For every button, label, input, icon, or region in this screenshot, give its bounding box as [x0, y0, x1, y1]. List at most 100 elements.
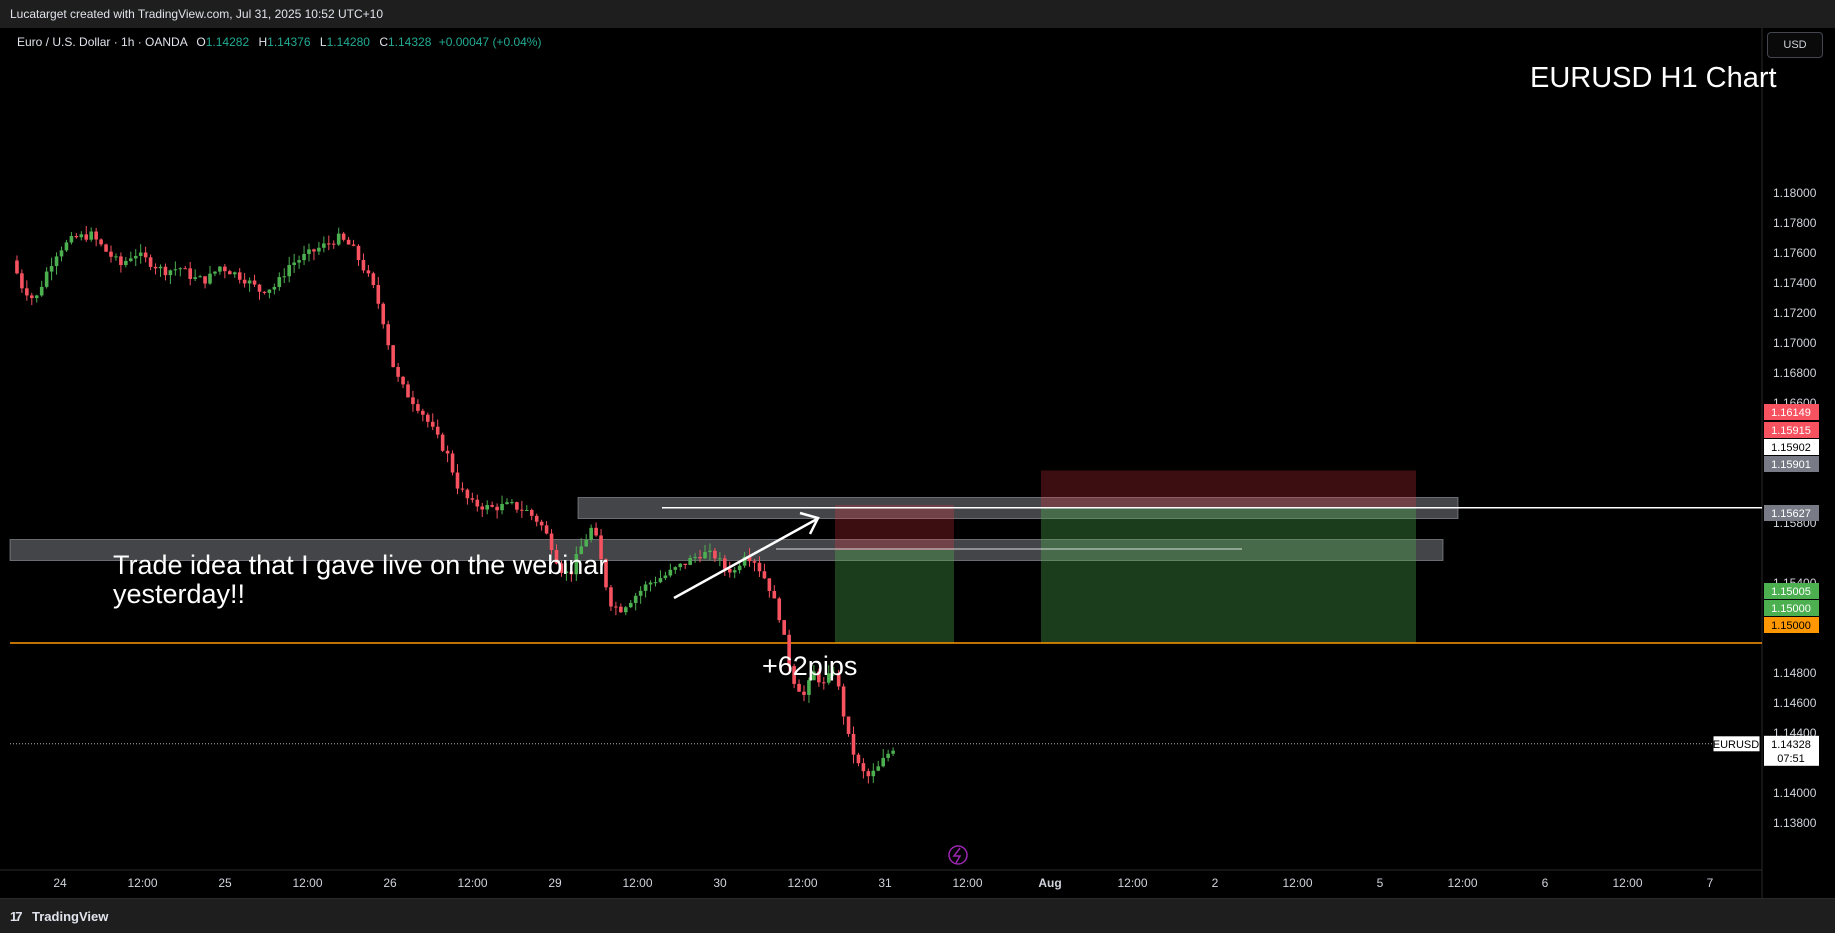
last-price-label: 1.14328 — [1771, 739, 1811, 751]
candle-body — [450, 453, 455, 473]
candle-body — [762, 571, 767, 579]
candle-body — [737, 565, 742, 571]
candle-body — [59, 250, 64, 257]
candle-body — [430, 421, 435, 427]
candle-body — [386, 324, 390, 346]
lightning-icon[interactable] — [948, 845, 968, 865]
candle-body — [544, 525, 549, 534]
candle-body — [411, 397, 415, 405]
candle-body — [94, 231, 98, 240]
close-label: C — [379, 35, 388, 49]
candle-body — [203, 276, 207, 284]
price-tick-label: 1.13800 — [1773, 816, 1817, 830]
price-tag-gray — [1764, 456, 1819, 472]
time-tick-label: 12:00 — [622, 876, 652, 890]
currency-button[interactable]: USD — [1767, 32, 1823, 58]
candle-body — [445, 450, 450, 454]
chart-title: EURUSD H1 Chart — [1530, 62, 1777, 94]
time-tick-label: 31 — [878, 876, 892, 890]
candle-body — [99, 239, 103, 245]
candle-body — [886, 753, 890, 758]
candle-body — [312, 249, 316, 252]
price-tick-label: 1.17800 — [1773, 216, 1817, 230]
candle-body — [297, 260, 301, 263]
candle-body — [470, 498, 475, 500]
low-label: L — [319, 35, 327, 49]
time-tick-label: 7 — [1707, 876, 1714, 890]
candle-body — [505, 502, 509, 504]
candle-body — [119, 256, 123, 266]
candle-body — [812, 671, 816, 681]
candle-body — [693, 557, 697, 559]
candle-body — [643, 584, 648, 591]
candle-body — [718, 558, 722, 560]
candle-body — [559, 563, 564, 573]
candle-body — [129, 258, 133, 261]
candle-body — [302, 253, 306, 261]
price-tag-support — [1764, 617, 1819, 633]
time-tick-label: 12:00 — [127, 876, 157, 890]
candle-body — [208, 273, 212, 284]
candle-body — [148, 257, 153, 267]
open-label: O — [196, 35, 206, 49]
candle-body — [495, 506, 499, 511]
candle-body — [15, 260, 19, 274]
candle-body — [252, 280, 257, 285]
candle-body — [817, 671, 821, 683]
candle-body — [807, 680, 811, 695]
candle-body — [826, 673, 831, 683]
time-tick-label: 12:00 — [952, 876, 982, 890]
candle-body — [64, 242, 69, 251]
candle-body — [604, 559, 608, 588]
price-tag-stop — [1764, 422, 1819, 438]
candle-body — [554, 549, 559, 564]
price-tag-gray — [1764, 505, 1819, 521]
price-tag-label: 1.15915 — [1771, 425, 1811, 437]
candle-body — [435, 426, 440, 435]
price-chart[interactable]: 1.18000 1.17800 1.17600 1.17400 1.17200 1.170… — [0, 0, 1835, 898]
price-tick-label: 1.17000 — [1773, 336, 1817, 350]
candle-body — [594, 527, 598, 536]
candle-body — [292, 262, 296, 266]
candle-body — [688, 557, 692, 565]
trade-arrow-head — [799, 511, 820, 535]
candle-body — [104, 244, 108, 252]
candle-body — [752, 561, 757, 563]
position-future-stop-zone — [1041, 470, 1416, 508]
candle-body — [633, 595, 638, 603]
candle-body — [322, 243, 326, 248]
high-value: 1.14376 — [267, 35, 311, 49]
candle-body — [44, 271, 49, 287]
candle-body — [198, 276, 202, 278]
candle-body — [871, 770, 876, 777]
candle-body — [218, 266, 222, 272]
time-tick-label: 6 — [1542, 876, 1549, 890]
footer-bar: 17 TradingView — [0, 898, 1835, 933]
candle-body — [638, 590, 643, 596]
time-tick-label: 2 — [1212, 876, 1219, 890]
candle-body — [668, 569, 673, 576]
candle-body — [138, 252, 143, 257]
candle-body — [183, 268, 188, 270]
trade-arrow-line — [673, 517, 818, 600]
candle-body — [426, 414, 430, 422]
price-tick-label: 1.14600 — [1773, 696, 1817, 710]
candle-body — [341, 233, 346, 240]
candle-body — [30, 295, 34, 299]
candle-body — [69, 236, 74, 243]
candle-body — [20, 273, 24, 289]
candle-body — [391, 345, 395, 368]
candle-body — [579, 546, 584, 555]
time-tick-label: 12:00 — [457, 876, 487, 890]
candle-body — [74, 236, 79, 238]
tradingview-logo[interactable]: 17 TradingView — [10, 909, 108, 924]
change-value: +0.00047 (+0.04%) — [438, 35, 542, 49]
time-tick-label: 29 — [548, 876, 562, 890]
time-tick-label: 12:00 — [1447, 876, 1477, 890]
price-tick-label: 1.14000 — [1773, 786, 1817, 800]
time-tick-label: 26 — [383, 876, 397, 890]
candle-body — [515, 502, 519, 510]
candle-body — [381, 303, 386, 325]
candle-body — [564, 571, 569, 573]
candle-body — [346, 239, 351, 245]
